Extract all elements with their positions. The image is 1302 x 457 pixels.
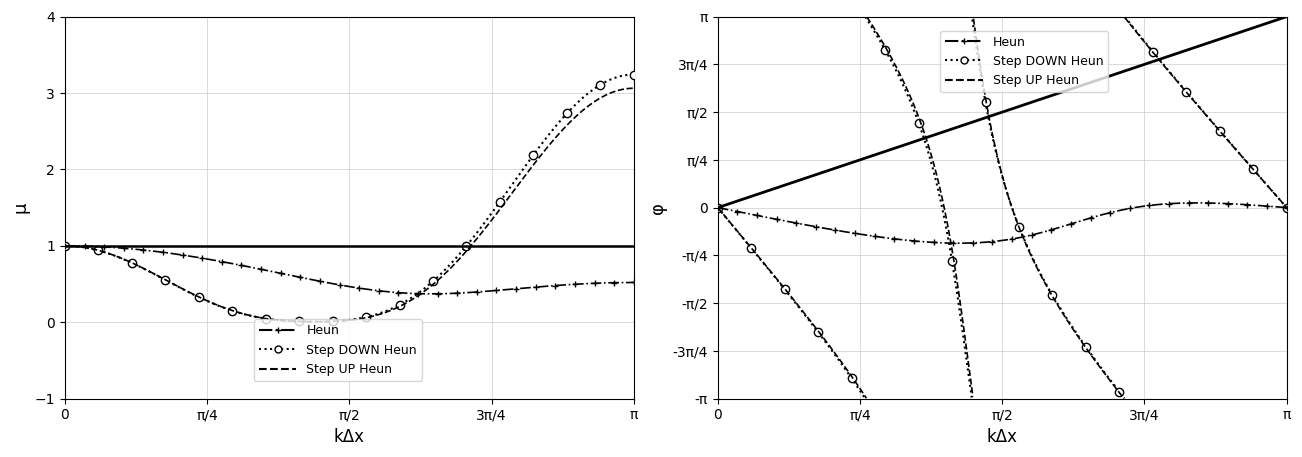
Legend: Heun, Step DOWN Heun, Step UP Heun: Heun, Step DOWN Heun, Step UP Heun — [254, 319, 422, 381]
Y-axis label: μ: μ — [12, 202, 29, 213]
X-axis label: kΔx: kΔx — [333, 428, 365, 446]
X-axis label: kΔx: kΔx — [987, 428, 1018, 446]
Y-axis label: φ: φ — [650, 202, 667, 213]
Legend: Heun, Step DOWN Heun, Step UP Heun: Heun, Step DOWN Heun, Step UP Heun — [940, 31, 1108, 92]
